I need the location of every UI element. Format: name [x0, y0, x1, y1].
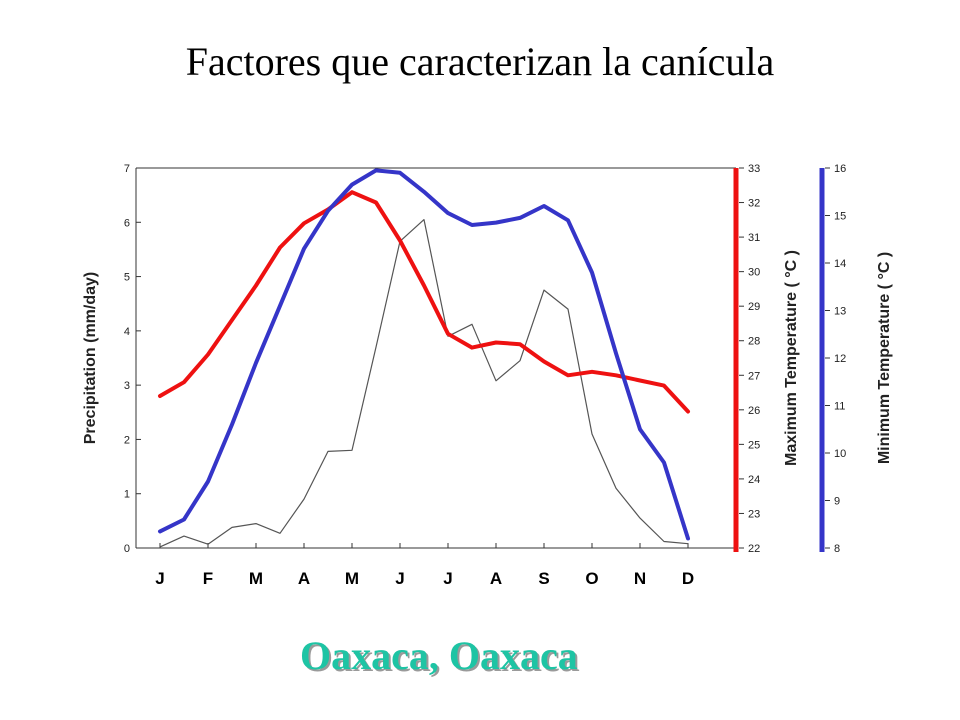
min-temp-tick-label: 8	[834, 543, 840, 555]
axis-ticks: 0123456722232425262728293031323389101112…	[124, 163, 846, 588]
left-tick-label: 6	[124, 217, 130, 229]
month-label: F	[203, 569, 213, 588]
min-temp-tick-label: 11	[834, 401, 845, 413]
min-temp-tick-label: 14	[834, 258, 846, 270]
max-temp-tick-label: 22	[748, 543, 760, 555]
max_temp-line	[158, 190, 690, 414]
month-label: D	[682, 569, 694, 588]
min-temp-tick-label: 10	[834, 448, 846, 460]
max-temp-tick-label: 23	[748, 508, 760, 520]
min-temp-tick-label: 15	[834, 211, 846, 223]
min-temp-tick-label: 13	[834, 306, 846, 318]
month-label: N	[634, 569, 646, 588]
slide-title: Factores que caracterizan la canícula	[185, 39, 775, 84]
left-tick-label: 5	[124, 272, 130, 284]
max-temp-tick-label: 24	[748, 474, 760, 486]
month-label: M	[345, 569, 359, 588]
month-label: J	[443, 569, 452, 588]
max-temp-tick-label: 33	[748, 163, 760, 175]
left-tick-label: 1	[124, 489, 130, 501]
left-tick-label: 3	[124, 380, 130, 392]
max-temp-tick-label: 30	[748, 267, 760, 279]
left-tick-label: 2	[124, 434, 130, 446]
month-label: A	[298, 569, 310, 588]
left-axis-title: Precipitation (mm/day)	[82, 272, 99, 444]
min-temp-axis-title: Minimum Temperature ( °C )	[876, 252, 893, 464]
month-label: J	[395, 569, 404, 588]
month-label: J	[155, 569, 164, 588]
max-temp-axis-title: Maximum Temperature ( °C )	[783, 250, 800, 466]
left-tick-label: 4	[124, 326, 130, 338]
max-temp-tick-label: 28	[748, 336, 760, 348]
max-temp-tick-label: 29	[748, 301, 760, 313]
precip-line	[159, 219, 689, 548]
left-tick-label: 7	[124, 163, 130, 175]
axis-labels: Precipitation (mm/day) Maximum Temperatur…	[82, 250, 893, 466]
min-temp-tick-label: 9	[834, 496, 840, 508]
min-temp-tick-label: 16	[834, 163, 846, 175]
min-temp-tick-label: 12	[834, 353, 846, 365]
min_temp-line	[158, 168, 690, 541]
max-temp-tick-label: 27	[748, 370, 760, 382]
left-tick-label: 0	[124, 543, 130, 555]
month-label: S	[538, 569, 549, 588]
max-temp-tick-label: 32	[748, 198, 760, 210]
max-temp-tick-label: 25	[748, 439, 760, 451]
location-caption: Oaxaca, Oaxaca	[300, 633, 578, 678]
max-temp-tick-label: 31	[748, 232, 760, 244]
plot-frame	[135, 167, 825, 552]
month-label: O	[585, 569, 598, 588]
month-label: A	[490, 569, 502, 588]
max-temp-tick-label: 26	[748, 405, 760, 417]
month-label: M	[249, 569, 263, 588]
series-lines	[158, 168, 690, 548]
